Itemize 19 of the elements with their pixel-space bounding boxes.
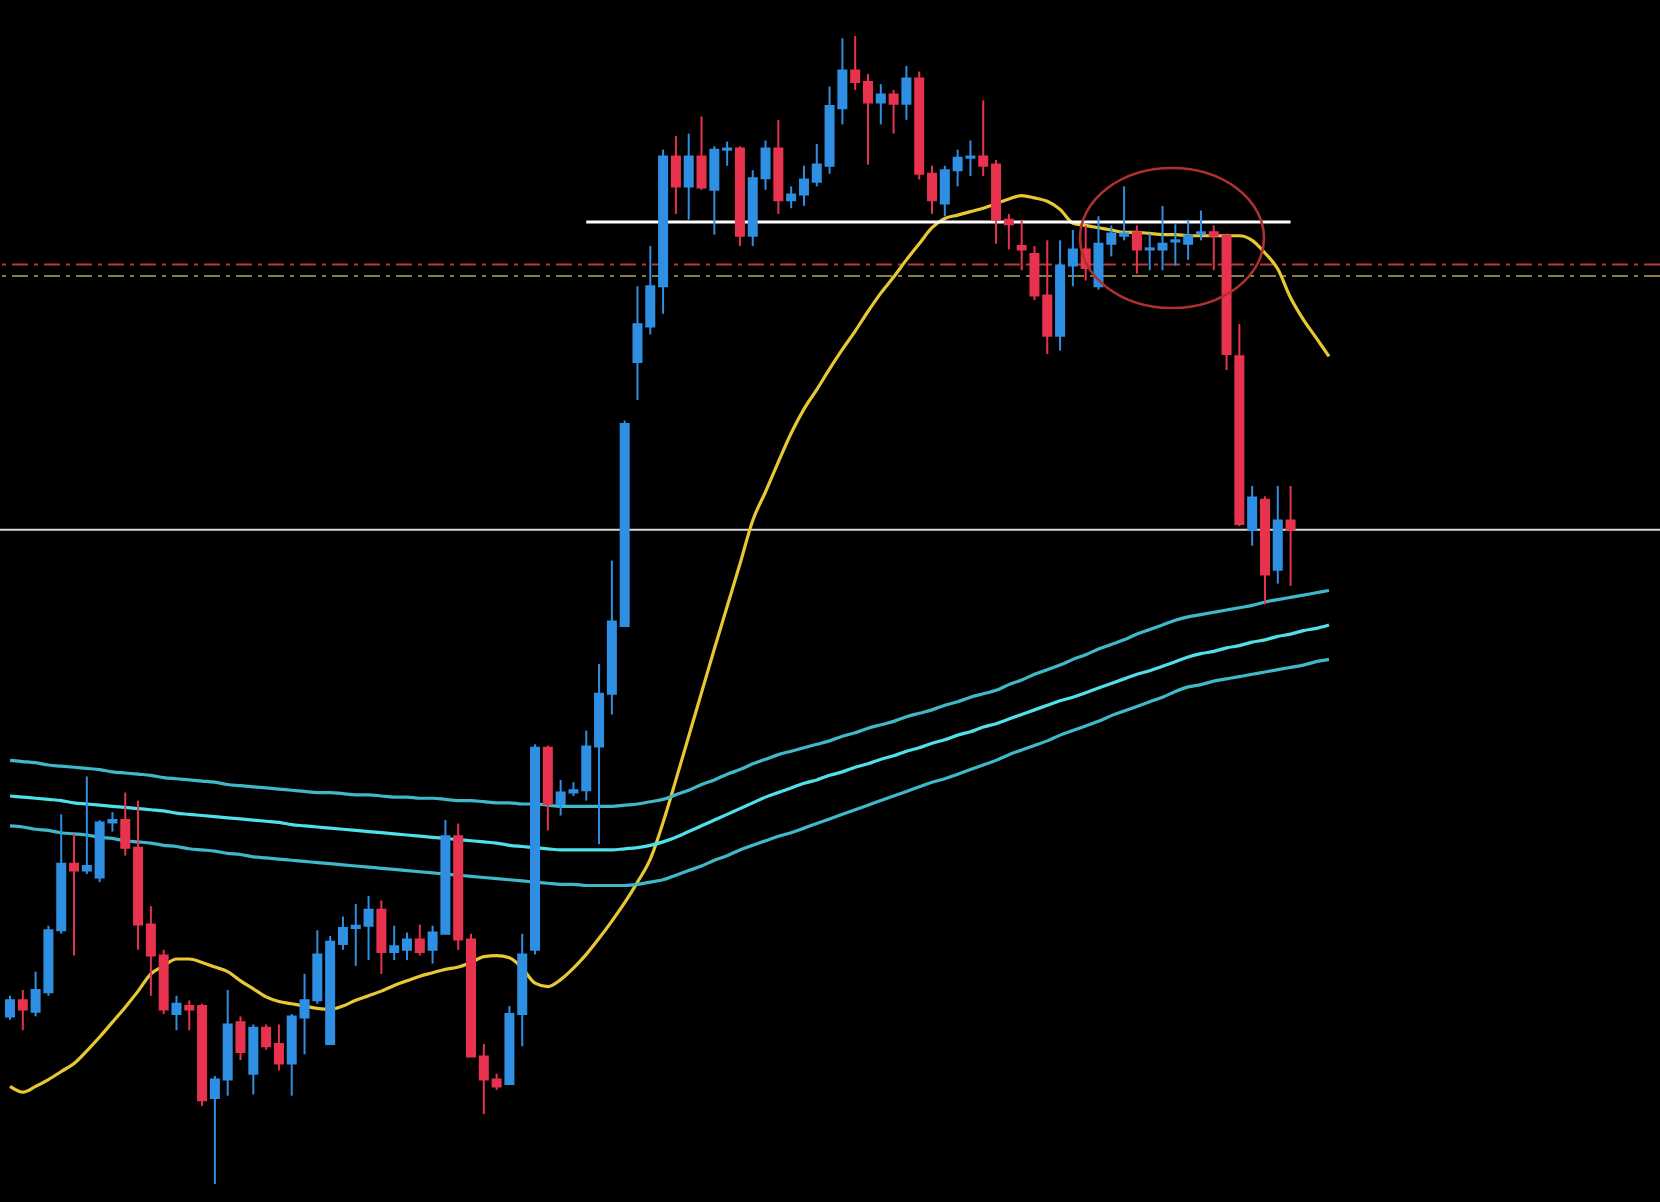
candlestick (414, 923, 425, 957)
candlestick (1016, 218, 1027, 272)
candlestick (901, 64, 912, 121)
candlestick (248, 1023, 259, 1096)
candlestick (376, 899, 387, 975)
candlestick (171, 994, 182, 1032)
candlestick (17, 988, 28, 1032)
candlestick (683, 132, 694, 221)
candlestick (235, 1015, 246, 1062)
candlestick (696, 115, 707, 191)
candlestick (5, 994, 15, 1021)
candlestick (69, 832, 80, 957)
candlestick (1247, 485, 1258, 547)
candlestick (888, 88, 899, 135)
candlestick (1285, 485, 1296, 587)
candlestick (1131, 224, 1142, 275)
candlestick (875, 83, 886, 126)
candlestick (1195, 209, 1206, 242)
candlestick (670, 134, 681, 215)
